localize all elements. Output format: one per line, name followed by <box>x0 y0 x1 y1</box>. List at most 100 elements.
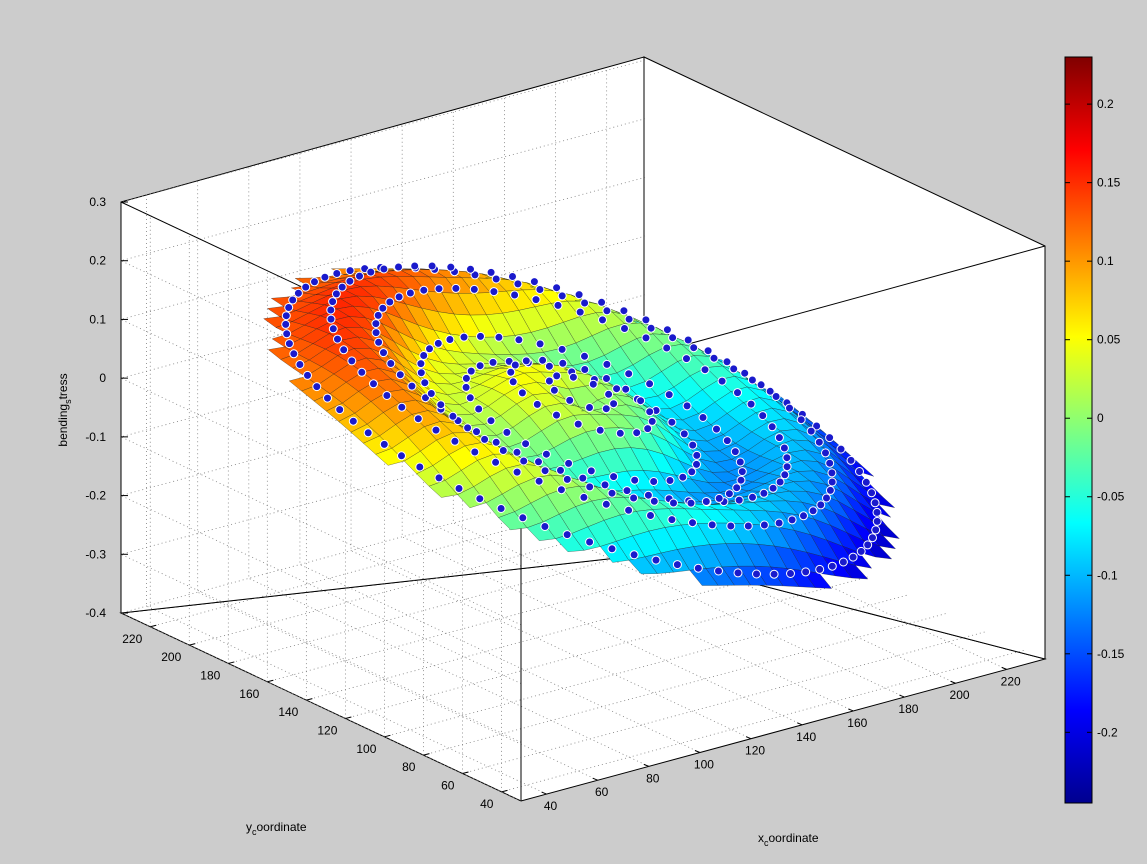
data-point <box>357 367 367 377</box>
data-point <box>649 477 659 486</box>
data-point <box>419 285 429 295</box>
data-point <box>647 416 657 426</box>
data-point <box>812 421 822 431</box>
data-point <box>782 462 792 472</box>
colorbar-ticks: 0.2 0.15 0.1 0.05 0 -0.05 -0.1 -0.15 -0.2 <box>1065 97 1125 739</box>
data-point <box>574 290 584 300</box>
data-point <box>557 344 567 354</box>
data-point <box>602 374 611 383</box>
data-point <box>326 305 336 315</box>
data-point <box>363 428 373 438</box>
data-point <box>480 434 490 444</box>
data-point <box>740 368 750 378</box>
data-point <box>491 457 501 467</box>
data-point <box>732 483 742 493</box>
y-tick-mark <box>501 789 508 793</box>
data-point <box>595 425 605 435</box>
axis-ticks: 40 60 80 100 120 140 160 180 200 220 40 60 80 100 120 1… <box>85 195 1021 813</box>
x-tick-mark <box>541 791 547 795</box>
data-point <box>872 507 882 517</box>
data-point <box>535 285 545 294</box>
data-point <box>580 365 590 374</box>
data-point <box>425 344 434 354</box>
data-point <box>379 439 389 449</box>
x-tick-mark <box>694 750 701 753</box>
data-point <box>688 440 698 450</box>
data-point <box>434 284 444 294</box>
data-point <box>379 348 388 358</box>
data-point <box>825 458 835 468</box>
data-point <box>328 297 338 307</box>
data-point <box>622 486 632 496</box>
data-point <box>856 546 866 556</box>
data-point <box>347 356 357 366</box>
data-point <box>580 351 589 361</box>
data-point <box>598 315 607 325</box>
x-tick-label: 160 <box>847 716 867 730</box>
data-point <box>310 277 319 287</box>
data-point <box>433 338 443 348</box>
data-point <box>335 405 345 415</box>
data-point <box>836 444 846 454</box>
data-point <box>562 530 572 540</box>
data-point <box>846 455 856 465</box>
data-point <box>806 426 816 436</box>
z-tick-label: 0.1 <box>89 312 106 326</box>
data-point <box>558 358 568 368</box>
data-point <box>693 563 703 573</box>
data-point <box>736 475 746 485</box>
data-point <box>861 477 871 487</box>
data-point <box>747 375 757 385</box>
z-tick-label: 0.3 <box>89 195 106 209</box>
data-point <box>475 361 485 371</box>
data-point <box>748 492 757 502</box>
data-point <box>557 291 567 301</box>
data-point <box>814 437 824 447</box>
z-tick-label: -0.1 <box>85 430 106 444</box>
data-point <box>624 369 634 379</box>
data-point <box>825 433 835 443</box>
data-point <box>643 424 653 434</box>
data-point <box>825 485 835 495</box>
data-point <box>649 496 659 506</box>
data-point <box>450 436 460 446</box>
data-point <box>714 493 724 503</box>
colorbar-tick-label: 0.1 <box>1097 254 1114 268</box>
data-point <box>735 457 745 467</box>
data-point <box>774 433 784 443</box>
data-point <box>436 400 446 410</box>
data-point <box>434 473 444 483</box>
z-tick-label: -0.2 <box>85 489 106 503</box>
data-point <box>556 465 565 475</box>
data-point <box>726 521 736 531</box>
z-axis-label: bendingstress <box>56 373 73 446</box>
data-point <box>848 552 858 562</box>
data-point <box>768 483 778 493</box>
data-point <box>733 568 743 578</box>
data-point <box>345 266 355 276</box>
data-point <box>722 436 732 446</box>
data-point <box>645 407 655 417</box>
data-point <box>669 498 678 508</box>
data-point <box>544 376 554 386</box>
data-point <box>822 493 831 503</box>
data-point <box>765 386 775 396</box>
data-point <box>580 298 590 308</box>
y-tick-mark <box>189 643 196 646</box>
colorbar-tick-label: -0.05 <box>1097 490 1125 504</box>
data-point <box>609 472 619 482</box>
y-tick-mark <box>345 716 352 719</box>
data-point <box>607 544 617 554</box>
data-point <box>328 324 338 334</box>
data-point <box>448 411 458 421</box>
y-gridline-floor <box>423 612 948 756</box>
data-point <box>373 310 383 320</box>
data-point <box>491 274 501 284</box>
data-point <box>465 393 475 403</box>
data-point <box>782 453 792 463</box>
y-tick-label: 180 <box>200 668 220 682</box>
colorbar-tick-label: 0 <box>1097 411 1104 425</box>
surface-patch <box>838 560 869 580</box>
data-point <box>284 303 294 312</box>
